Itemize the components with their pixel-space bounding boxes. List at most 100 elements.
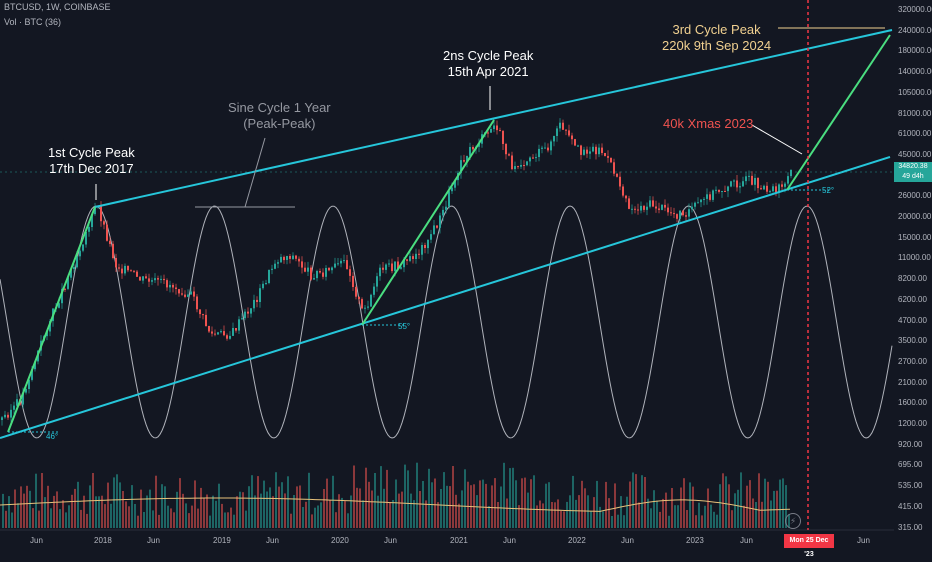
candle-body [469, 147, 471, 156]
current-price-value: 34820.38 [898, 163, 928, 170]
volume-bar [74, 488, 76, 528]
time-tick-label: Jun [30, 536, 43, 545]
volume-bar [80, 509, 82, 528]
time-tick-label: 2019 [213, 536, 231, 545]
volume-bar [512, 467, 514, 528]
lightning-icon[interactable]: ⚡ [785, 513, 801, 529]
volume-bar [605, 481, 607, 528]
volume-bar [83, 495, 85, 528]
price-tick-label: 105000.00 [898, 87, 932, 97]
candle-body [418, 253, 420, 255]
volume-bar [398, 493, 400, 528]
symbol-legend[interactable]: BTCUSD, 1W, COINBASE [4, 2, 111, 12]
candle-body [400, 267, 402, 269]
volume-bar [155, 475, 157, 528]
candle-body [289, 256, 291, 259]
volume-bar [410, 493, 412, 528]
volume-bar [59, 509, 61, 528]
volume-bar [404, 464, 406, 528]
volume-bar [536, 505, 538, 528]
volume-bar [224, 512, 226, 528]
price-tick-label: 6200.00 [898, 294, 927, 304]
volume-bar [737, 489, 739, 528]
candle-body [178, 289, 180, 294]
volume-bar [725, 476, 727, 528]
candle-body [703, 198, 705, 200]
volume-bar [38, 510, 40, 528]
candle-body [79, 250, 81, 257]
volume-bar [290, 513, 292, 528]
candle-body [226, 335, 228, 339]
time-tick-label: 2021 [450, 536, 468, 545]
volume-bar [626, 496, 628, 528]
volume-bar [278, 486, 280, 528]
volume-bar [572, 475, 574, 528]
candle-body [781, 184, 783, 187]
volume-bar [692, 486, 694, 528]
candle-body [13, 405, 15, 410]
volume-bar [365, 467, 367, 528]
candle-body [175, 287, 177, 289]
volume-bar [206, 494, 208, 528]
candle-body [490, 129, 492, 133]
volume-bar [26, 485, 28, 528]
candle-body [700, 199, 702, 203]
price-tick-label: 180000.00 [898, 46, 932, 56]
volume-bar [143, 512, 145, 528]
candle-body [205, 314, 207, 326]
candle-body [775, 186, 777, 193]
candle-body [10, 409, 12, 418]
volume-bar [287, 476, 289, 528]
candle-body [538, 148, 540, 157]
candle-body [730, 181, 732, 187]
volume-bar [275, 472, 277, 528]
candle-body [61, 288, 63, 304]
candle-body [733, 180, 735, 182]
candle-body [295, 255, 297, 259]
volume-bar [713, 511, 715, 528]
candle-body [391, 263, 393, 272]
volume-bar [701, 515, 703, 528]
volume-bar [476, 495, 478, 528]
candle-body [565, 129, 567, 131]
volume-legend[interactable]: Vol · BTC (36) [4, 17, 62, 27]
chart-canvas[interactable] [0, 0, 932, 550]
channel-lower-line [0, 156, 891, 439]
candle-body [472, 147, 474, 150]
candle-body [298, 258, 300, 262]
volume-bar [140, 489, 142, 528]
volume-bar [695, 515, 697, 528]
volume-bar [641, 475, 643, 528]
volume-bar [761, 501, 763, 528]
candle-body [502, 130, 504, 144]
volume-bar [719, 484, 721, 528]
volume-bar [665, 492, 667, 528]
volume-bar [686, 510, 688, 528]
candle-body [526, 161, 528, 166]
candle-body [112, 243, 114, 258]
candle-body [238, 319, 240, 331]
volume-bar [767, 481, 769, 528]
candle-body [160, 278, 162, 280]
candle-body [583, 149, 585, 155]
volume-bar [587, 495, 589, 528]
volume-bar [575, 499, 577, 528]
volume-bar [746, 485, 748, 528]
volume-bar [506, 498, 508, 528]
candle-body [193, 291, 195, 297]
volume-bar [176, 491, 178, 528]
current-price-countdown: 49 d4h [902, 173, 924, 180]
candle-body [379, 267, 381, 277]
candle-body [613, 162, 615, 174]
candle-body [142, 276, 144, 281]
candle-body [307, 267, 309, 272]
volume-bar [17, 503, 19, 528]
candle-body [253, 299, 255, 309]
candle-body [73, 267, 75, 269]
price-tick-label: 1200.00 [898, 419, 927, 428]
candle-body [541, 147, 543, 149]
volume-bar [68, 505, 70, 528]
volume-bar [509, 468, 511, 528]
volume-bar [305, 501, 307, 528]
